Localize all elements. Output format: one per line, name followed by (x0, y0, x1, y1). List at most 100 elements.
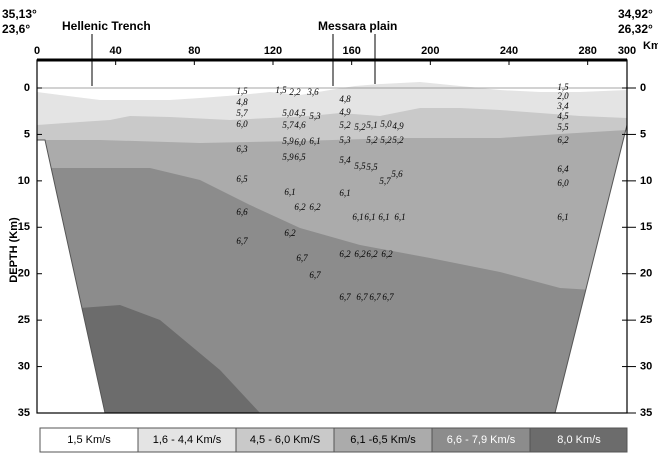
velocity-label: 6,1 (378, 212, 389, 222)
x-tick-label: 120 (264, 45, 282, 57)
velocity-label: 6,7 (382, 292, 394, 302)
coord: 35,13° (2, 7, 37, 21)
y-tick-label: 5 (640, 128, 646, 140)
velocity-label: 6,5 (294, 152, 306, 162)
velocity-label: 6,2 (309, 202, 321, 212)
velocity-label: 5,9 (282, 152, 294, 162)
y-tick-label: 10 (18, 175, 30, 187)
coord: 26,32° (618, 22, 653, 36)
velocity-label: 5,3 (339, 135, 351, 145)
velocity-label: 3,4 (556, 101, 569, 111)
velocity-label: 6,1 (394, 212, 405, 222)
velocity-label: 4,5 (557, 111, 569, 121)
x-tick-label: 80 (188, 45, 200, 57)
velocity-label: 6,2 (339, 249, 351, 259)
velocity-label: 5,1 (366, 120, 377, 130)
velocity-label: 6,2 (284, 228, 296, 238)
legend-label: 1,6 - 4,4 Km/s (153, 434, 222, 446)
velocity-label: 6,1 (309, 136, 320, 146)
velocity-label: 5,0 (282, 108, 294, 118)
velocity-label: 6,2 (557, 135, 569, 145)
y-tick-label: 25 (640, 314, 652, 326)
velocity-label: 4,9 (392, 121, 404, 131)
velocity-label: 6,0 (557, 178, 569, 188)
y-tick-label: 35 (640, 407, 652, 419)
section (37, 60, 627, 413)
velocity-label: 5,2 (354, 122, 366, 132)
x-tick-label: 40 (110, 45, 122, 57)
velocity-label: 1,5 (275, 85, 287, 95)
y-tick-label: 20 (18, 268, 30, 280)
velocity-label: 6,2 (354, 249, 366, 259)
legend-label: 8,0 Km/s (557, 434, 601, 446)
legend (40, 428, 627, 452)
y-tick-label: 35 (18, 407, 30, 419)
y-tick-label: 20 (640, 268, 652, 280)
velocity-label: 2,2 (289, 87, 301, 97)
velocity-label: 6,7 (309, 270, 321, 280)
y-tick-label: 15 (18, 221, 30, 233)
y-tick-label: 30 (640, 360, 652, 372)
x-tick-label: 240 (500, 45, 518, 57)
y-tick-label: 0 (24, 82, 30, 94)
velocity-label: 6,7 (356, 292, 368, 302)
velocity-label: 5,2 (392, 135, 404, 145)
velocity-label: 6,2 (381, 249, 393, 259)
velocity-label: 6,2 (366, 249, 378, 259)
x-tick-label: 0 (34, 45, 40, 57)
velocity-label: 4,9 (339, 107, 351, 117)
velocity-label: 6,4 (557, 164, 569, 174)
velocity-label: 5,2 (380, 135, 392, 145)
velocity-label: 6,6 (236, 207, 248, 217)
velocity-label: 6,1 (352, 212, 363, 222)
velocity-label: 2,0 (557, 91, 569, 101)
velocity-label: 6,0 (236, 119, 248, 129)
velocity-label: 5,7 (282, 120, 294, 130)
velocity-label: 4,5 (294, 108, 306, 118)
velocity-label: 6,1 (284, 187, 295, 197)
y-tick-label: 25 (18, 314, 30, 326)
y-tick-label: 10 (640, 175, 652, 187)
velocity-label: 6,2 (294, 202, 306, 212)
x-tick-label: 300 (618, 45, 636, 57)
velocity-label: 5,0 (380, 119, 392, 129)
velocity-label: 5,3 (309, 111, 321, 121)
velocity-label: 5,7 (236, 108, 248, 118)
coord: 23,6° (2, 22, 30, 36)
velocity-label: 5,4 (339, 155, 351, 165)
velocity-label: 6,1 (339, 188, 350, 198)
velocity-label: 6,7 (369, 292, 381, 302)
legend-label: 4,5 - 6,0 Km/S (250, 434, 320, 446)
velocity-label: 5,9 (282, 136, 294, 146)
velocity-label: 5,6 (391, 169, 403, 179)
y-tick-label: 0 (640, 82, 646, 94)
velocity-label: 5,7 (379, 176, 391, 186)
velocity-label: 6,1 (364, 212, 375, 222)
velocity-label: 6,7 (339, 292, 351, 302)
velocity-label: 1,5 (236, 86, 248, 96)
velocity-label: 6,1 (557, 212, 568, 222)
annotation: Messara plain (318, 19, 397, 33)
coord: 34,92° (618, 7, 653, 21)
y-tick-label: 30 (18, 360, 30, 372)
velocity-label: 5,5 (557, 122, 569, 132)
legend-label: 1,5 Km/s (67, 434, 111, 446)
velocity-label: 4,6 (294, 120, 306, 130)
velocity-label: 5,5 (354, 161, 366, 171)
velocity-label: 4,8 (339, 94, 351, 104)
velocity-label: 5,2 (339, 120, 351, 130)
chart: 35,13° 23,6° 34,92° 26,32° Km Hellenic T… (0, 0, 658, 455)
legend-label: 6,1 -6,5 Km/s (350, 434, 416, 446)
x-tick-label: 200 (421, 45, 439, 57)
velocity-label: 6,3 (236, 144, 248, 154)
annotation: Hellenic Trench (62, 19, 151, 33)
legend-label: 6,6 - 7,9 Km/s (447, 434, 516, 446)
x-tick-label: 160 (342, 45, 360, 57)
velocity-label: 5,2 (366, 135, 378, 145)
velocity-label: 3,6 (306, 87, 319, 97)
velocity-label: 6,5 (236, 174, 248, 184)
y-tick-label: 15 (640, 221, 652, 233)
x-unit: Km (643, 40, 658, 52)
velocity-label: 6,7 (236, 236, 248, 246)
x-tick-label: 280 (578, 45, 596, 57)
